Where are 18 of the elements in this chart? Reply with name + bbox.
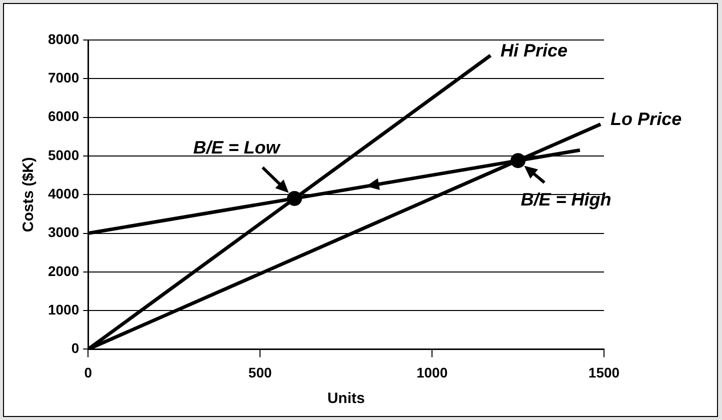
y-tick-label: 7000 bbox=[48, 70, 80, 86]
y-tick-label: 8000 bbox=[48, 30, 80, 47]
series-label: Lo Price bbox=[610, 109, 682, 130]
y-axis-title: Costs ($K) bbox=[20, 157, 38, 232]
x-tick-label: 1500 bbox=[588, 364, 620, 380]
x-tick-label: 0 bbox=[84, 364, 92, 380]
y-tick-label: 6000 bbox=[48, 108, 80, 124]
y-tick-label: 5000 bbox=[48, 146, 80, 163]
series-label: Hi Price bbox=[500, 40, 568, 60]
y-tick-label: 3000 bbox=[48, 224, 80, 240]
annotation: B/E = Low bbox=[193, 137, 281, 158]
x-tick-label: 1000 bbox=[416, 364, 448, 380]
y-tick-label: 1000 bbox=[48, 301, 80, 318]
x-axis-title: Units bbox=[327, 390, 365, 408]
y-tick-label: 4000 bbox=[48, 185, 80, 202]
y-tick-label: 2000 bbox=[48, 262, 80, 279]
x-tick-label: 500 bbox=[248, 364, 272, 380]
y-tick-label: 0 bbox=[71, 340, 80, 356]
